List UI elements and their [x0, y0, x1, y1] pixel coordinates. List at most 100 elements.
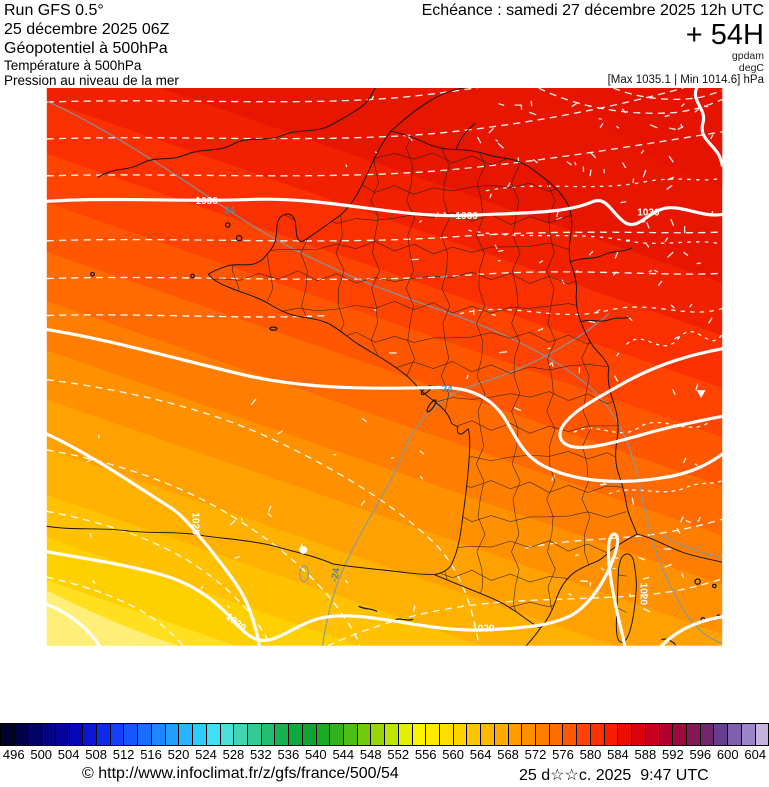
scale-cell — [70, 724, 84, 745]
scale-tick-label: 544 — [332, 747, 354, 762]
scale-cell — [728, 724, 742, 745]
scale-tick-label: 560 — [442, 747, 464, 762]
scale-cell — [221, 724, 235, 745]
scale-cell — [591, 724, 605, 745]
scale-cell — [618, 724, 632, 745]
scale-tick-label: 532 — [250, 747, 272, 762]
unit-gpdam-label: gpdam — [422, 50, 764, 62]
scale-tick-label: 512 — [113, 747, 135, 762]
scale-tick-label: 516 — [140, 747, 162, 762]
weather-map: 1030 1030 1030 1025 1020 1020 1020 24 24… — [0, 88, 769, 723]
scale-cell — [330, 724, 344, 745]
field-geopotential-label: Géopotentiel à 500hPa — [4, 40, 179, 58]
contour-label: 1025 — [190, 512, 201, 535]
scale-cell — [673, 724, 687, 745]
scale-cell — [1, 724, 15, 745]
scale-cell — [426, 724, 440, 745]
scale-tick-label: 576 — [552, 747, 574, 762]
scale-cell — [83, 724, 97, 745]
scale-cell — [632, 724, 646, 745]
scale-tick-label: 548 — [360, 747, 382, 762]
scale-tick-label: 528 — [223, 747, 245, 762]
validity-info-block: Echéance : samedi 27 décembre 2025 12h U… — [422, 1, 764, 87]
scale-cell — [289, 724, 303, 745]
scale-cell — [193, 724, 207, 745]
scale-tick-label: 588 — [635, 747, 657, 762]
field-pressure-label: Pression au niveau de la mer — [4, 73, 179, 88]
scale-tick-label: 508 — [85, 747, 107, 762]
scale-tick-label: 500 — [30, 747, 52, 762]
scale-cell — [467, 724, 481, 745]
model-info-block: Run GFS 0.5° 25 décembre 2025 06Z Géopot… — [4, 1, 179, 88]
scale-tick-label: 596 — [689, 747, 711, 762]
scale-cell — [742, 724, 756, 745]
contour-label: 1030 — [195, 196, 218, 207]
scale-cell — [536, 724, 550, 745]
scale-tick-label: 556 — [415, 747, 437, 762]
scale-cell — [413, 724, 427, 745]
scale-tick-label: 524 — [195, 747, 217, 762]
scale-cell — [179, 724, 193, 745]
footer: © http://www.infoclimat.fr/z/gfs/france/… — [0, 763, 769, 787]
scale-cell — [660, 724, 674, 745]
scale-tick-label: 504 — [58, 747, 80, 762]
scale-cell — [550, 724, 564, 745]
scale-tick-label: 568 — [497, 747, 519, 762]
temperature-label: 24 — [442, 384, 453, 395]
geopotential-fill — [47, 88, 722, 646]
unit-degc-label: degC — [422, 62, 764, 74]
scale-tick-label: 600 — [717, 747, 739, 762]
scale-cell — [42, 724, 56, 745]
scale-tick-label: 496 — [3, 747, 25, 762]
scale-tick-label: 584 — [607, 747, 629, 762]
model-run-label: Run GFS 0.5° — [4, 1, 179, 20]
map-svg: 1030 1030 1030 1025 1020 1020 1020 24 24… — [0, 88, 769, 723]
scale-tick-label: 604 — [744, 747, 766, 762]
scale-cell — [522, 724, 536, 745]
scale-cell — [166, 724, 180, 745]
scale-tick-label: 572 — [525, 747, 547, 762]
scale-cell — [248, 724, 262, 745]
contour-label: 1030 — [455, 211, 478, 222]
scale-cell — [605, 724, 619, 745]
scale-cell — [399, 724, 413, 745]
source-url-label: © http://www.infoclimat.fr/z/gfs/france/… — [82, 765, 399, 783]
run-date-label: 25 décembre 2025 06Z — [4, 20, 179, 40]
scale-cell — [454, 724, 468, 745]
field-temperature-label: Température à 500hPa — [4, 58, 179, 73]
scale-cell — [124, 724, 138, 745]
color-scale-bar — [0, 723, 769, 746]
scale-cell — [646, 724, 660, 745]
scale-tick-label: 580 — [580, 747, 602, 762]
scale-cell — [440, 724, 454, 745]
scale-cell — [207, 724, 221, 745]
scale-tick-label: 592 — [662, 747, 684, 762]
scale-cell — [28, 724, 42, 745]
scale-cell — [344, 724, 358, 745]
scale-cell — [303, 724, 317, 745]
scale-cell — [56, 724, 70, 745]
contour-label: 1020 — [638, 583, 649, 606]
scale-cell — [234, 724, 248, 745]
scale-cell — [317, 724, 331, 745]
forecast-hour-label: + 54H — [422, 20, 764, 50]
scale-cell — [756, 724, 769, 745]
scale-cell — [563, 724, 577, 745]
scale-cell — [15, 724, 29, 745]
scale-cell — [275, 724, 289, 745]
temperature-label: 24 — [224, 206, 235, 217]
scale-cell — [687, 724, 701, 745]
validity-date-label: Echéance : samedi 27 décembre 2025 12h U… — [422, 1, 764, 20]
scale-cell — [371, 724, 385, 745]
city-dot-marker — [299, 546, 307, 554]
scale-cell — [509, 724, 523, 745]
generation-datetime-label: 25 d☆☆c. 2025 9:47 UTC — [519, 765, 709, 785]
contour-label: 1030 — [637, 207, 660, 218]
scale-cell — [714, 724, 728, 745]
scale-cell — [97, 724, 111, 745]
scale-cell — [358, 724, 372, 745]
scale-cell — [385, 724, 399, 745]
scale-cell — [495, 724, 509, 745]
scale-cell — [152, 724, 166, 745]
